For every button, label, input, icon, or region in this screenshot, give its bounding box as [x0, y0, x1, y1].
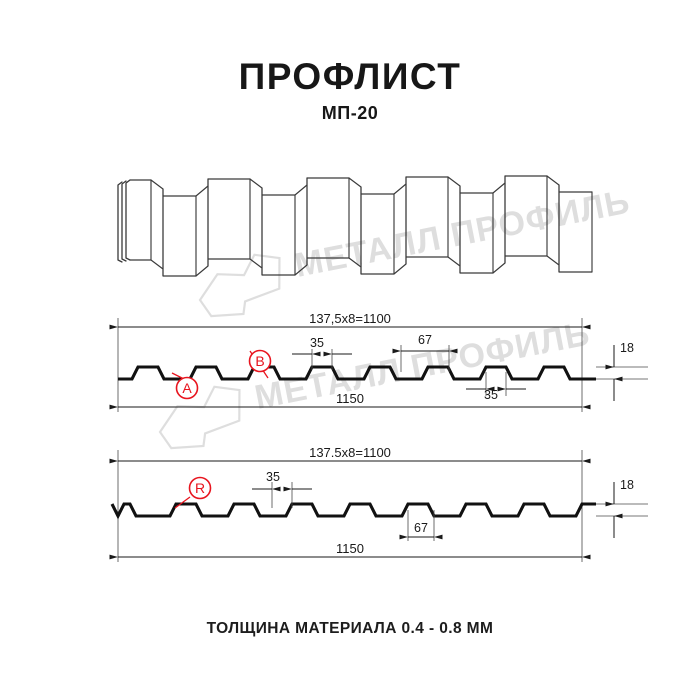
dimension-67-upper: 67: [392, 333, 458, 372]
material-thickness-note: ТОЛЩИНА МАТЕРИАЛА 0.4 - 0.8 ММ: [206, 620, 494, 637]
dimension-label-35: 35: [484, 388, 498, 402]
dimension-label-18: 18: [620, 478, 634, 492]
page-subtitle: МП-20: [321, 103, 379, 123]
dimension-label-pitch: 137,5x8=1100: [309, 311, 391, 326]
dimension-bottom: 1150: [109, 391, 591, 410]
dimension-label-pitch: 137.5x8=1100: [309, 445, 391, 460]
dimension-label-18: 18: [620, 341, 634, 355]
watermark-text: МЕТАЛЛ ПРОФИЛЬ: [252, 315, 594, 417]
dimension-label-67: 67: [418, 333, 432, 347]
section-top: 137,5x8=1100 1150 35 67: [109, 311, 648, 412]
profiled-sheet-3d: [117, 175, 593, 277]
dimension-label-width: 1150: [336, 541, 364, 556]
page-title: ПРОФЛИСТ: [238, 56, 462, 97]
section-bottom: 137.5x8=1100 1150 35 67: [109, 445, 648, 562]
marker-label-a: A: [182, 380, 192, 396]
marker-b: B: [248, 349, 272, 379]
profile-outline-bottom: [110, 502, 596, 520]
dimension-35-lower: 35: [466, 372, 526, 402]
marker-label-r: R: [195, 480, 205, 496]
dimension-bottom: 1150: [109, 541, 591, 560]
dimension-label-35: 35: [310, 336, 324, 350]
dimension-top: 137.5x8=1100: [109, 445, 591, 464]
dimension-35-upper: 35: [252, 470, 312, 508]
watermark-lower: МЕТАЛЛ ПРОФИЛЬ: [158, 315, 594, 450]
dimension-height-18: 18: [596, 478, 648, 538]
dimension-top: 137,5x8=1100: [109, 311, 591, 330]
profile-outline-top: [118, 365, 596, 381]
dimension-label-35: 35: [266, 470, 280, 484]
watermark-text: МЕТАЛЛ ПРОФИЛЬ: [292, 183, 634, 285]
dimension-label-width: 1150: [336, 391, 364, 406]
marker-a: A: [171, 372, 199, 400]
watermark-upper: МЕТАЛЛ ПРОФИЛЬ: [198, 183, 634, 318]
marker-r: R: [174, 476, 212, 509]
marker-label-b: B: [255, 353, 264, 369]
dimension-67-lower: 67: [399, 510, 443, 541]
dimension-35-upper: 35: [292, 336, 352, 370]
dimension-height-18: 18: [596, 341, 648, 401]
dimension-label-67: 67: [414, 521, 428, 535]
